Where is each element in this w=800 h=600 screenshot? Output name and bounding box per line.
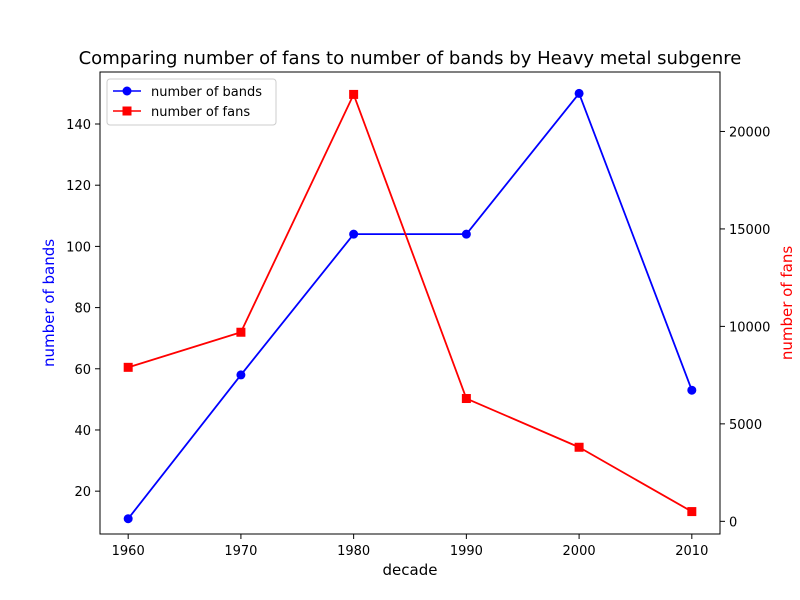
data-point-bands [236,370,246,380]
left-axis-title: number of bands [40,239,58,367]
x-tick-label: 1990 [450,544,483,559]
x-tick-label: 1960 [112,544,145,559]
plot-frame [99,71,721,535]
x-tick-label: 1980 [337,544,370,559]
x-tick-label: 2000 [563,544,596,559]
data-point-bands [574,88,584,98]
y-left-tick-label: 20 [74,485,91,500]
y-left-tick-label: 140 [66,118,91,133]
data-point-bands [461,229,471,239]
y-right-tick-label: 20000 [729,125,770,140]
x-axis-title: decade [383,561,438,579]
y-left-tick-label: 40 [74,424,91,439]
y-right-tick-label: 10000 [729,320,770,335]
series-line-bands [127,92,693,520]
y-right-tick-label: 5000 [729,418,762,433]
data-point-fans [574,442,584,452]
y-left-tick-label: 80 [74,302,91,317]
data-point-bands [349,229,359,239]
y-left-tick-label: 60 [74,363,91,378]
right-axis-title: number of fans [778,246,796,361]
data-point-fans [687,507,697,517]
data-point-fans [349,89,359,99]
data-point-bands [123,514,133,524]
x-tick-label: 2010 [675,544,708,559]
series-line-fans [127,93,693,513]
legend-marker-fans [122,106,132,116]
y-left-tick-label: 120 [66,179,91,194]
y-right-tick-label: 0 [729,515,737,530]
legend: number of bands number of fans [106,78,277,126]
legend-marker-bands [122,86,132,96]
data-point-fans [123,362,133,372]
legend-label-bands: number of bands [151,85,262,100]
legend-box [106,78,277,126]
chart-title: Comparing number of fans to number of ba… [79,48,742,69]
data-point-fans [461,394,471,404]
y-left-tick-label: 100 [66,240,91,255]
data-point-bands [687,385,697,395]
plot-area: 1960 1970 1980 1990 2000 2010 20 40 60 80 100 120 14… [66,88,770,559]
y-right-tick-label: 15000 [729,223,770,238]
legend-label-fans: number of fans [151,105,250,120]
x-tick-label: 1970 [224,544,257,559]
data-point-fans [236,327,246,337]
